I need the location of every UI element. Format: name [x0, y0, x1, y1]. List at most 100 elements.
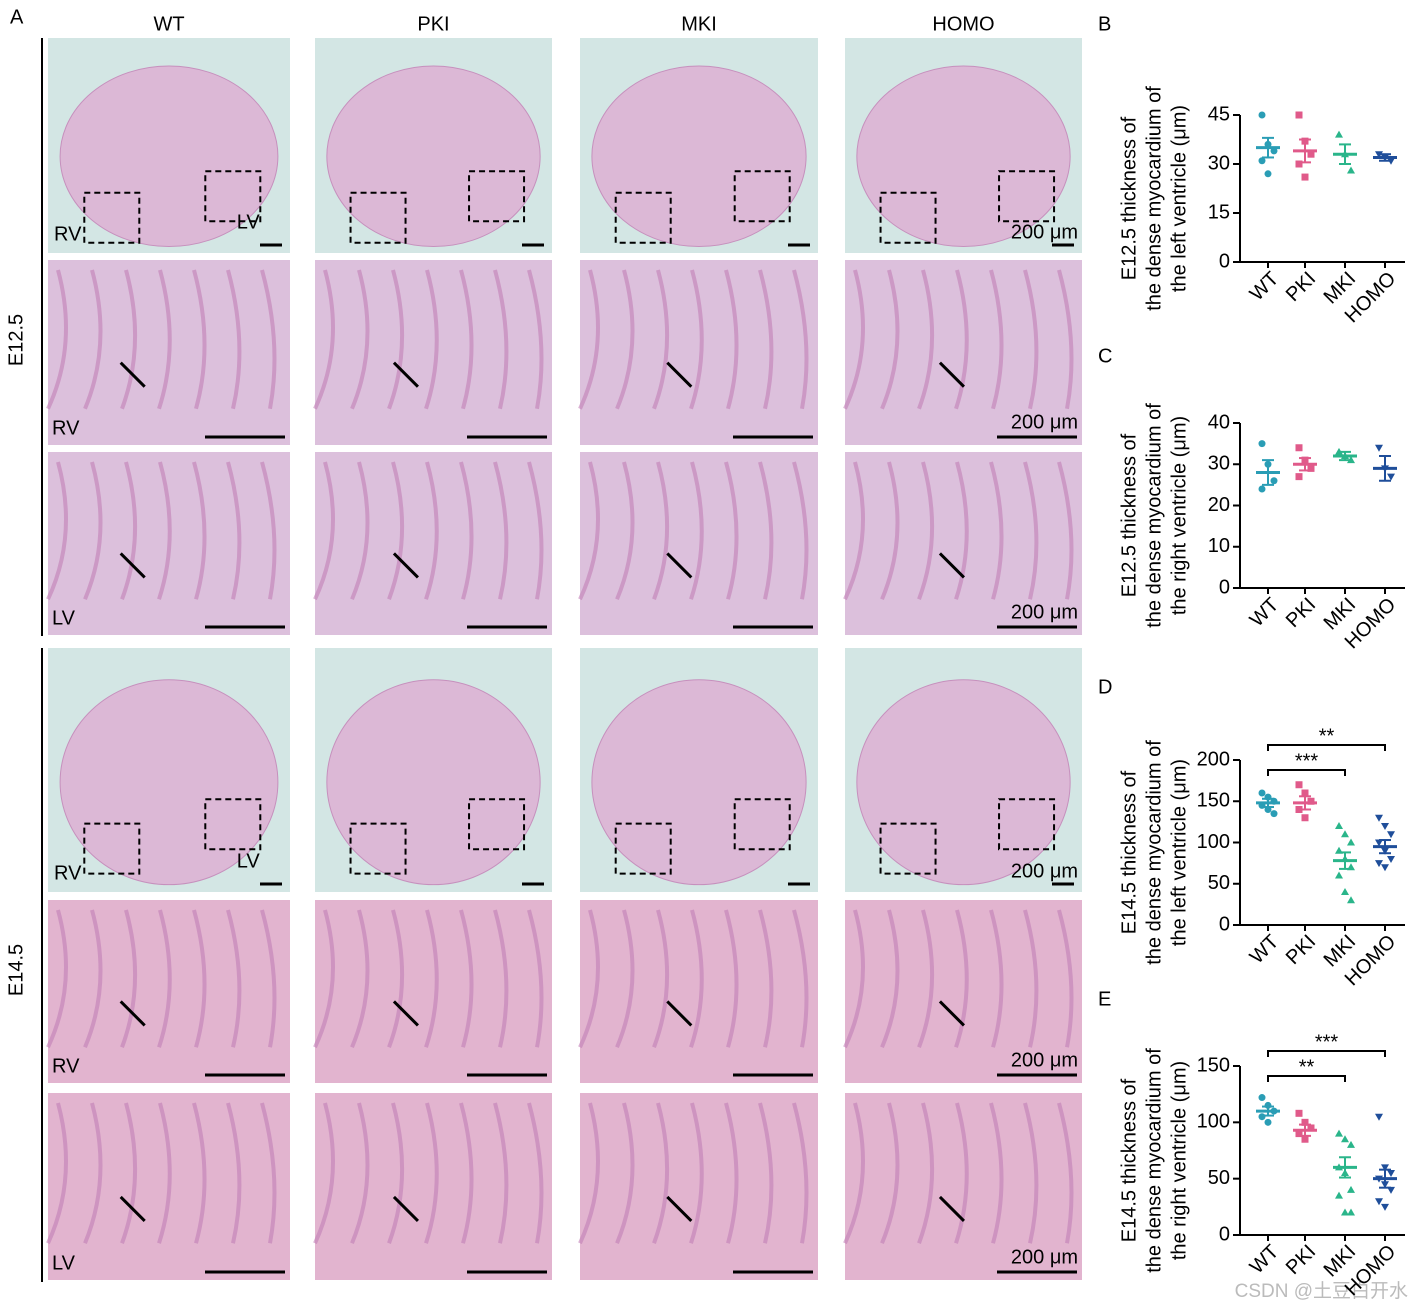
data-point: [1258, 111, 1266, 119]
tissue-strand: [83, 269, 103, 410]
tissue-strand: [83, 1102, 103, 1245]
y-tick-label: 0: [1219, 1223, 1230, 1245]
data-point: [1381, 864, 1389, 872]
tissue-strand: [493, 909, 509, 1048]
tissue-strand: [192, 909, 207, 1048]
tissue-strand: [1023, 461, 1039, 600]
data-point: [1270, 477, 1278, 485]
tissue-strand: [260, 909, 277, 1048]
y-axis-label: the dense myocardium of: [1143, 740, 1165, 965]
tissue-strand: [424, 461, 439, 600]
y-tick-label: 40: [1208, 411, 1230, 433]
tissue-strand: [758, 269, 774, 410]
panel-label: C: [1098, 345, 1112, 367]
thickness-marker: [392, 1195, 420, 1223]
tissue-strand: [46, 269, 68, 410]
y-axis-label: the dense myocardium of: [1143, 403, 1165, 628]
y-tick-label: 30: [1208, 453, 1230, 475]
tissue-strand: [120, 909, 138, 1048]
heart-section: [591, 679, 807, 886]
tissue-strand: [954, 461, 969, 600]
tissue-strand: [157, 269, 172, 410]
zoom-box: [733, 798, 791, 851]
data-point: [1347, 838, 1355, 846]
data-point: [1347, 166, 1355, 174]
tissue-strand: [493, 1102, 509, 1244]
data-point: [1387, 831, 1395, 839]
tissue-strand: [459, 461, 474, 600]
data-point: [1258, 485, 1266, 493]
data-point: [1347, 1140, 1355, 1148]
data-point: [1270, 147, 1278, 155]
tissue-strand: [880, 461, 900, 601]
histology-image: [315, 260, 552, 445]
data-point: [1307, 150, 1315, 158]
thickness-marker: [938, 552, 966, 579]
thickness-marker: [119, 552, 146, 579]
region-label: LV: [237, 850, 261, 872]
significance-bracket: [1267, 1050, 1386, 1057]
tissue-strand: [724, 1102, 739, 1244]
tissue-strand: [46, 1102, 68, 1245]
y-axis-label: the left ventricle (μm): [1168, 105, 1190, 292]
tissue-strand: [313, 1102, 335, 1245]
y-axis-label: E14.5 thickness of: [1118, 1078, 1140, 1242]
zoom-box: [614, 822, 672, 875]
data-point: [1347, 896, 1355, 904]
tissue-strand: [527, 269, 544, 410]
histology-image: [315, 1093, 552, 1280]
tissue-strand: [83, 909, 103, 1049]
data-point: [1295, 781, 1303, 789]
thickness-marker: [938, 1195, 966, 1223]
y-tick-label: 0: [1219, 576, 1230, 598]
data-point: [1375, 1113, 1383, 1121]
thickness-marker: [392, 361, 420, 388]
tissue-strand: [493, 269, 509, 410]
tissue-strand: [989, 1102, 1004, 1244]
significance-label: **: [1319, 725, 1335, 747]
zoom-box: [998, 170, 1056, 223]
column-label: PKI: [417, 13, 449, 35]
scale-label: 200 μm: [1011, 601, 1078, 623]
y-axis-label: the dense myocardium of: [1143, 86, 1165, 311]
tissue-strand: [527, 1102, 544, 1244]
data-point: [1295, 473, 1303, 481]
tissue-strand: [880, 1102, 900, 1245]
thickness-marker: [392, 1000, 420, 1027]
tissue-strand: [615, 1102, 635, 1245]
tissue-strand: [226, 1102, 242, 1244]
heart-section: [856, 65, 1071, 248]
zoom-box: [614, 191, 672, 244]
tissue-strand: [226, 269, 242, 410]
panel-label: D: [1098, 676, 1112, 698]
tissue-strand: [313, 909, 335, 1049]
y-tick-label: 15: [1208, 201, 1230, 223]
column-label: HOMO: [932, 13, 994, 35]
heart-section: [59, 679, 279, 886]
zoom-box: [879, 822, 937, 875]
zoom-box: [204, 798, 262, 851]
data-point: [1341, 888, 1349, 895]
data-point: [1375, 1198, 1383, 1206]
tissue-strand: [954, 269, 969, 410]
y-tick-label: 100: [1197, 1111, 1230, 1133]
tissue-strand: [1057, 461, 1074, 600]
data-point: [1301, 1135, 1309, 1143]
thickness-marker: [666, 1195, 693, 1223]
tissue-strand: [843, 909, 865, 1049]
tissue-strand: [652, 1102, 670, 1244]
tissue-strand: [758, 461, 774, 600]
data-point: [1347, 1185, 1355, 1193]
tissue-strand: [615, 461, 635, 601]
thickness-marker: [392, 552, 420, 579]
tissue-strand: [527, 909, 544, 1048]
zoom-box: [879, 191, 937, 244]
scale-label: 200 μm: [1011, 411, 1078, 433]
tissue-strand: [689, 461, 704, 600]
tissue-strand: [459, 909, 474, 1048]
y-tick-label: 20: [1208, 494, 1230, 516]
y-tick-label: 10: [1208, 535, 1230, 557]
data-point: [1295, 444, 1303, 452]
tissue-strand: [120, 461, 138, 600]
y-axis-label: E12.5 thickness of: [1118, 433, 1140, 597]
